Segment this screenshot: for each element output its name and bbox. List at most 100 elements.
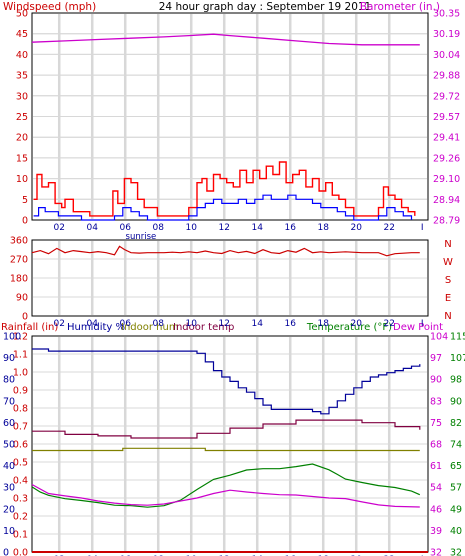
dew-point-y-tick-label: 39: [430, 526, 442, 537]
barometer-axis-title: Barometer (in.): [360, 1, 440, 13]
rainfall-y-tick-label: 0.6: [13, 440, 28, 451]
direction-y-tick-label: 90: [16, 293, 28, 304]
rainfall-y-tick-label: 1.1: [13, 350, 28, 361]
windspeed-y-tick-label: 5: [22, 195, 28, 206]
direction-y-tick-label: 360: [10, 236, 28, 247]
barometer-y-tick-label: 29.10: [433, 174, 460, 185]
humidity-y-tick-label: 40: [3, 461, 15, 472]
direction-x-tick-label: 04: [86, 319, 98, 329]
windspeed-y-tick-label: 10: [16, 174, 28, 185]
temperature-legend: Temperature (°F): [306, 322, 392, 333]
barometer-y-tick-label: 29.72: [433, 91, 460, 102]
wind-x-tick-label: 06: [119, 223, 131, 233]
dew-point-legend: Dew Point: [393, 322, 443, 333]
humidity-y-tick-label: 80: [3, 375, 15, 386]
dew-point-y-tick-label: 61: [430, 461, 442, 472]
gust-line: [33, 161, 416, 217]
barometer-y-tick-label: 28.94: [433, 195, 460, 206]
rainfall-y-tick-label: 0.2: [13, 512, 28, 523]
direction-x-tick-label: 14: [251, 319, 263, 329]
dew-point-y-tick-label: 32: [430, 548, 442, 556]
barometer-y-tick-label: 30.19: [433, 29, 460, 40]
humidity-y-tick-label: 100: [3, 332, 21, 343]
humidity-line: [32, 348, 421, 415]
rainfall-y-tick-label: 1.0: [13, 368, 28, 379]
windspeed-y-tick-label: 30: [16, 91, 28, 102]
rainfall-y-tick-label: 0.7: [13, 422, 28, 433]
windspeed-y-tick-label: 20: [16, 133, 28, 144]
wind-x-tick-label: 02: [53, 223, 64, 233]
temperature-y-tick-label: 65: [450, 461, 462, 472]
humidity-y-tick-label: 60: [3, 418, 15, 429]
direction-x-tick-label: 20: [350, 319, 362, 329]
series-layer: [31, 33, 428, 553]
direction-x-tick-label: 22: [383, 319, 394, 329]
temperature-y-tick-label: 98: [450, 375, 462, 386]
wind-x-tick-label: 20: [350, 223, 362, 233]
direction-x-tick-label: 02: [53, 319, 64, 329]
humidity-y-tick-label: 50: [3, 440, 15, 451]
direction-x-tick-label: 16: [284, 319, 296, 329]
wind-x-tick-label: 14: [251, 223, 263, 233]
wind-x-tick-label: 22: [383, 223, 394, 233]
indoor_hum-line: [32, 447, 420, 452]
windspeed-y-tick-label: 0: [22, 216, 28, 227]
rainfall-y-tick-label: 0.9: [13, 386, 28, 397]
humidity-y-tick-label: 30: [3, 483, 15, 494]
dew-point-y-tick-label: 54: [430, 483, 442, 494]
humidity-legend: Humidity %: [67, 322, 125, 333]
direction-x-tick-label: 18: [317, 319, 329, 329]
rainfall-y-tick-label: 1.2: [13, 332, 28, 343]
rainfall-y-tick-label: 0.5: [13, 458, 28, 469]
windspeed-y-tick-label: 25: [16, 112, 28, 123]
direction-x-tick-label: 08: [152, 319, 164, 329]
rainfall-y-tick-label: 0.4: [13, 476, 28, 487]
compass-label: N: [444, 239, 451, 250]
barometer-line: [31, 33, 420, 46]
wind-axis-title: Windspeed (mph): [3, 1, 96, 13]
compass-label: E: [445, 293, 451, 304]
rainfall-legend: Rainfall (in): [1, 322, 58, 333]
wind-x-tick-label: 18: [317, 223, 329, 233]
humidity-y-tick-label: 20: [3, 504, 15, 515]
dew-point-y-tick-label: 46: [430, 504, 442, 515]
barometer-y-tick-label: 28.79: [433, 216, 460, 227]
indoor-temp-legend: Indoor temp: [173, 322, 234, 333]
wind-x-tick-label: I: [421, 223, 424, 233]
wind-x-tick-label: 10: [185, 223, 197, 233]
dew-point-y-tick-label: 97: [430, 353, 442, 364]
wind-x-tick-label: 08: [152, 223, 164, 233]
direction-line: [31, 245, 420, 257]
wind-x-tick-label: 12: [218, 223, 229, 233]
temperature-y-tick-label: 115: [450, 332, 465, 343]
dew-point-y-tick-label: 75: [430, 418, 442, 429]
wind-x-tick-label: 16: [284, 223, 296, 233]
windspeed-y-tick-label: 40: [16, 50, 28, 61]
dew-point-y-tick-label: 104: [430, 332, 448, 343]
wind-x-tick-label: 04: [86, 223, 98, 233]
compass-label: N: [444, 311, 451, 322]
windspeed-y-tick-label: 15: [16, 153, 28, 164]
grid-layer: [31, 12, 429, 553]
humidity-y-tick-label: 10: [3, 526, 15, 537]
humidity-y-tick-label: 70: [3, 396, 15, 407]
humidity-y-tick-label: 0: [3, 548, 9, 556]
rainfall-y-tick-label: 0.8: [13, 404, 28, 415]
direction-x-tick-label: 06: [119, 319, 131, 329]
wind-sunrise-label: sunrise: [126, 232, 157, 242]
compass-label: S: [445, 275, 451, 286]
indoor-hum-legend: Indoor hum: [121, 322, 179, 333]
indoor_temp-line: [32, 419, 421, 439]
temperature-y-tick-label: 107: [450, 353, 465, 364]
temperature-line: [31, 463, 421, 508]
direction-y-tick-label: 0: [22, 312, 28, 323]
barometer-y-tick-label: 30.04: [433, 50, 460, 61]
rainfall-y-tick-label: 0.0: [13, 548, 28, 556]
rainfall-y-tick-label: 0.1: [13, 530, 28, 541]
compass-label: W: [443, 257, 453, 268]
temperature-y-tick-label: 40: [450, 526, 462, 537]
temperature-y-tick-label: 82: [450, 418, 462, 429]
dew-point-y-tick-label: 90: [430, 375, 442, 386]
